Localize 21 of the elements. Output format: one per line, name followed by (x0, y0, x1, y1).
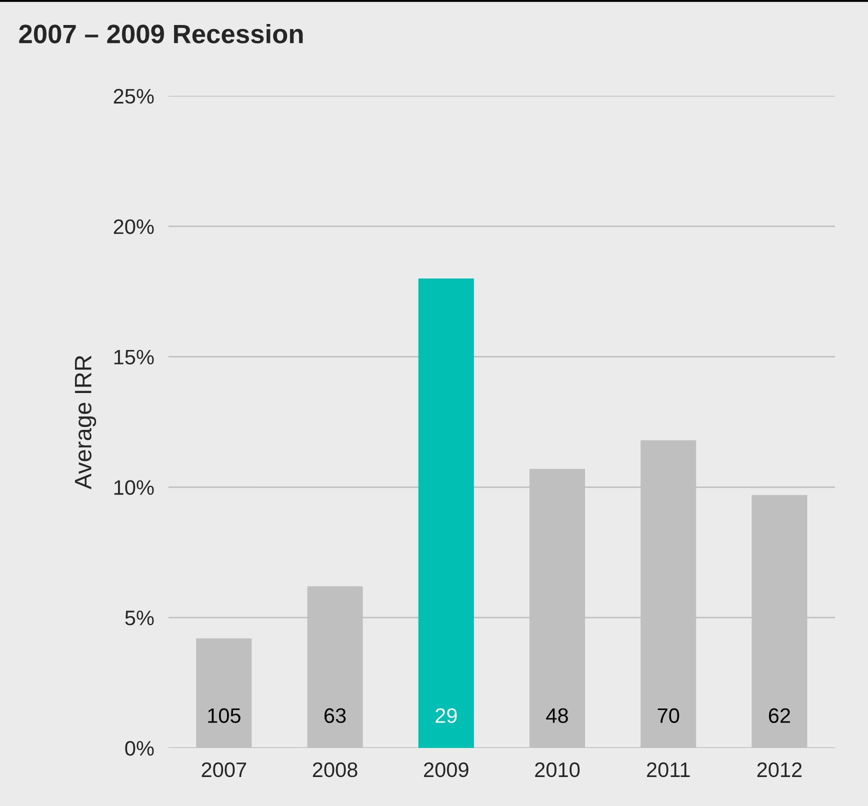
y-tick-label: 25% (114, 88, 154, 104)
x-tick-label: 2012 (757, 762, 802, 778)
y-axis-title: Average IRR (74, 356, 96, 490)
x-tick-label: 2010 (535, 762, 580, 778)
bar (418, 278, 474, 748)
annotation: 29 (436, 708, 457, 724)
annotation: 48 (546, 708, 568, 724)
y-tick-label: 10% (114, 480, 154, 495)
x-tick-label: 2011 (647, 762, 690, 778)
x-tick-label: 2007 (202, 762, 246, 778)
annotation: 63 (324, 708, 346, 724)
x-tick-label: 2009 (424, 762, 468, 778)
y-tick-label: 15% (114, 350, 154, 364)
chart-title: 2007 – 2009 Recession (19, 24, 303, 44)
annotation: 70 (658, 708, 680, 724)
y-tick-label: 20% (114, 219, 154, 234)
y-tick-label: 0% (125, 740, 154, 756)
annotation: 105 (208, 708, 240, 724)
y-tick-label: 5% (125, 610, 154, 626)
x-tick-label: 2008 (312, 762, 358, 778)
annotation: 62 (768, 708, 790, 724)
